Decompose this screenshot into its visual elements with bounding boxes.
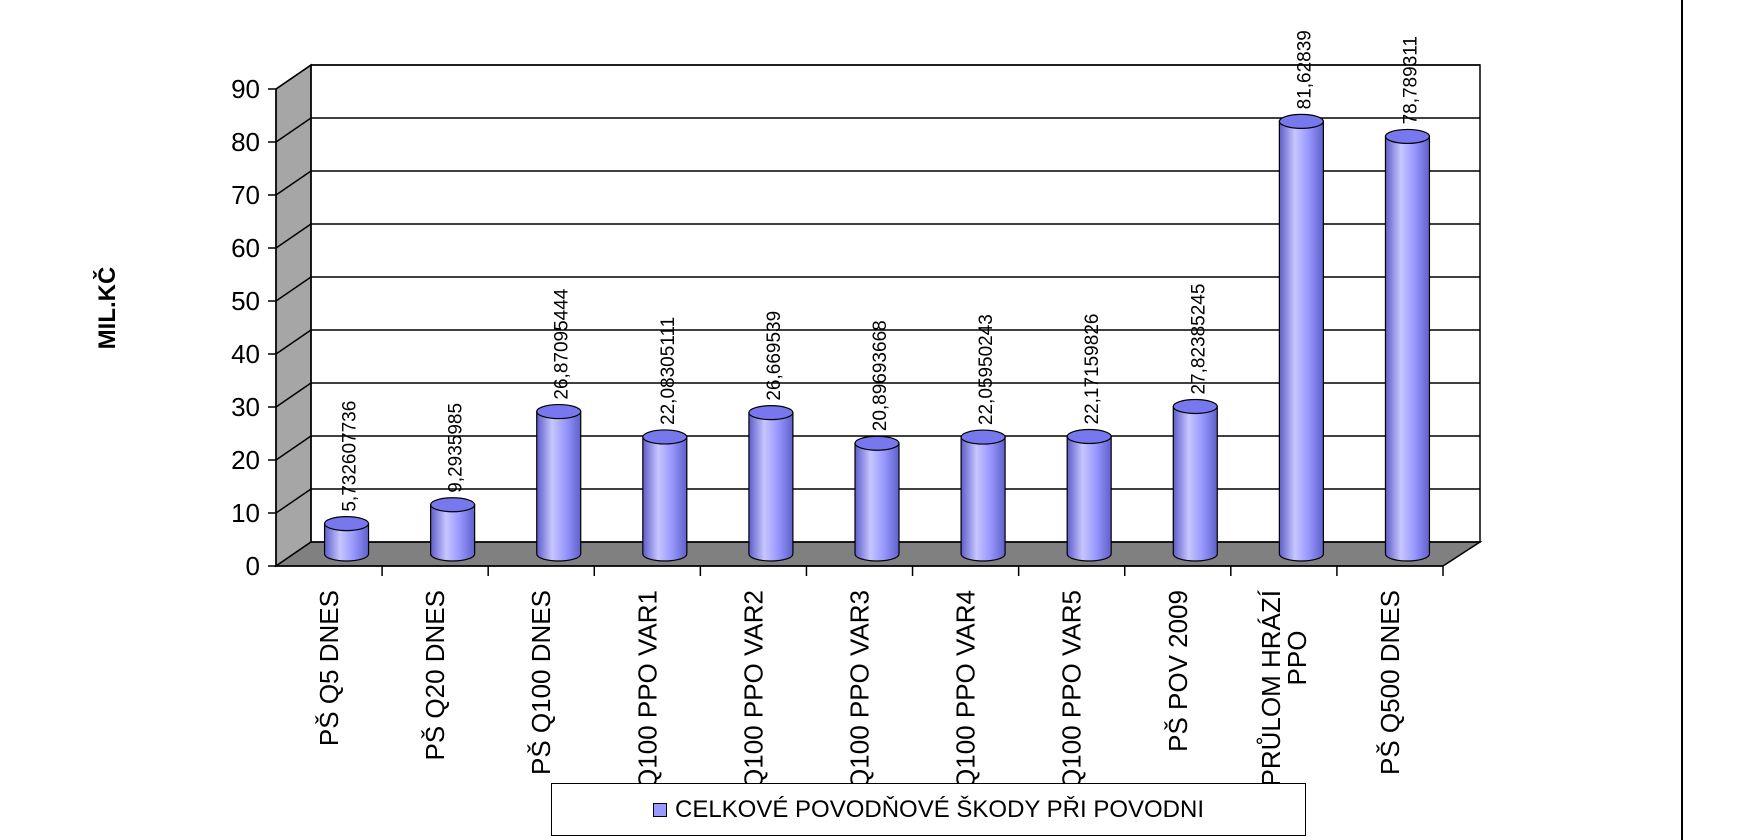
x-tick-label: Q100 PPO VAR4 (951, 590, 981, 789)
legend-swatch (652, 802, 667, 817)
gridline-side (275, 435, 312, 461)
gridline-side (275, 117, 312, 143)
bar (323, 523, 370, 562)
data-label: 22,08305111 (658, 317, 679, 425)
x-tick-labels: PŠ Q5 DNES PŠ Q20 DNES PŠ Q100 DNES Q100 PP… (314, 589, 1405, 789)
y-tick-labels: 0 10 20 30 40 50 60 70 80 90 (231, 74, 260, 581)
y-tick-label: 70 (231, 180, 260, 210)
side-wall (275, 63, 312, 568)
bar-top (1066, 428, 1112, 445)
data-label: 26,669539 (764, 311, 785, 401)
x-tick-label: PŠ Q20 DNES (420, 590, 450, 761)
bar (1172, 405, 1218, 562)
gridline-side (275, 223, 312, 249)
bar-top (536, 403, 582, 420)
gridline-side (275, 488, 312, 514)
data-label: 27,82385245 (1188, 284, 1209, 395)
y-tick-label: 30 (231, 392, 260, 422)
gridline-side (275, 276, 312, 302)
gridline-side (275, 64, 312, 90)
x-tick-label: PŠ Q500 DNES (1375, 590, 1405, 775)
bar (1278, 120, 1324, 562)
gridline-side (275, 382, 312, 408)
bar-top (748, 405, 794, 421)
bar (430, 504, 476, 562)
bar-top (430, 497, 476, 513)
data-label: 9,2935985 (446, 403, 467, 493)
bar-top (323, 516, 370, 532)
x-tick-label: Q100 PPO VAR1 (632, 590, 662, 789)
y-tick-label: 50 (231, 286, 260, 316)
bar (960, 436, 1006, 562)
bar (642, 436, 688, 562)
bar (536, 410, 582, 562)
bar (748, 412, 794, 562)
legend: CELKOVÉ POVODŇOVÉ ŠKODY PŘI POVODNI (551, 783, 1306, 836)
y-tick-label: 40 (231, 339, 260, 369)
x-tick-label: PŠ POV 2009 (1163, 590, 1193, 752)
x-tick-label: Q100 PPO VAR2 (738, 590, 768, 789)
data-label: 5,732607736 (340, 401, 361, 512)
bar-top (854, 435, 900, 451)
y-tick-label: 90 (231, 74, 260, 104)
x-tick-label: PŠ Q100 DNES (526, 590, 556, 775)
bar-top (1278, 113, 1324, 129)
axes (268, 88, 1444, 576)
gridline-side (275, 329, 312, 355)
data-label: 20,89693668 (870, 320, 891, 431)
y-tick-label: 80 (231, 127, 260, 157)
y-tick-label: 10 (231, 498, 260, 528)
data-labels: 5,732607736 9,2935985 26,87095444 22,083051… (340, 30, 1422, 511)
bar-top (1384, 128, 1431, 145)
y-tick-label: 20 (231, 445, 260, 475)
page-edge-rule (1681, 0, 1683, 840)
data-label: 78,789311 (1400, 36, 1421, 124)
x-tick-label: Q100 PPO VAR5 (1057, 590, 1087, 789)
y-tick-label: 60 (231, 233, 260, 263)
y-tick-label: 0 (246, 551, 260, 581)
x-tick-label: PŠ Q5 DNES (314, 590, 344, 746)
bar (1066, 435, 1112, 562)
x-tick-label: PPO (1282, 631, 1312, 686)
bar (1384, 135, 1431, 562)
bar-top (642, 429, 688, 445)
legend-label: CELKOVÉ POVODŇOVÉ ŠKODY PŘI POVODNI (674, 795, 1205, 823)
y-axis-title: MIL.KČ (94, 266, 121, 350)
x-tick-label: PRŮLOM HRÁZÍ (1255, 589, 1286, 786)
bar-top (960, 429, 1006, 445)
gridline-side (275, 170, 312, 196)
x-tick-label: Q100 PPO VAR3 (845, 590, 875, 789)
bar-top (1172, 398, 1218, 415)
bar (854, 442, 900, 562)
bars (323, 113, 1431, 562)
data-label: 22,17159826 (1082, 314, 1103, 425)
data-label: 22,05950243 (976, 314, 997, 425)
data-label: 81,62839 (1294, 30, 1315, 109)
data-label: 26,87095444 (552, 288, 573, 399)
